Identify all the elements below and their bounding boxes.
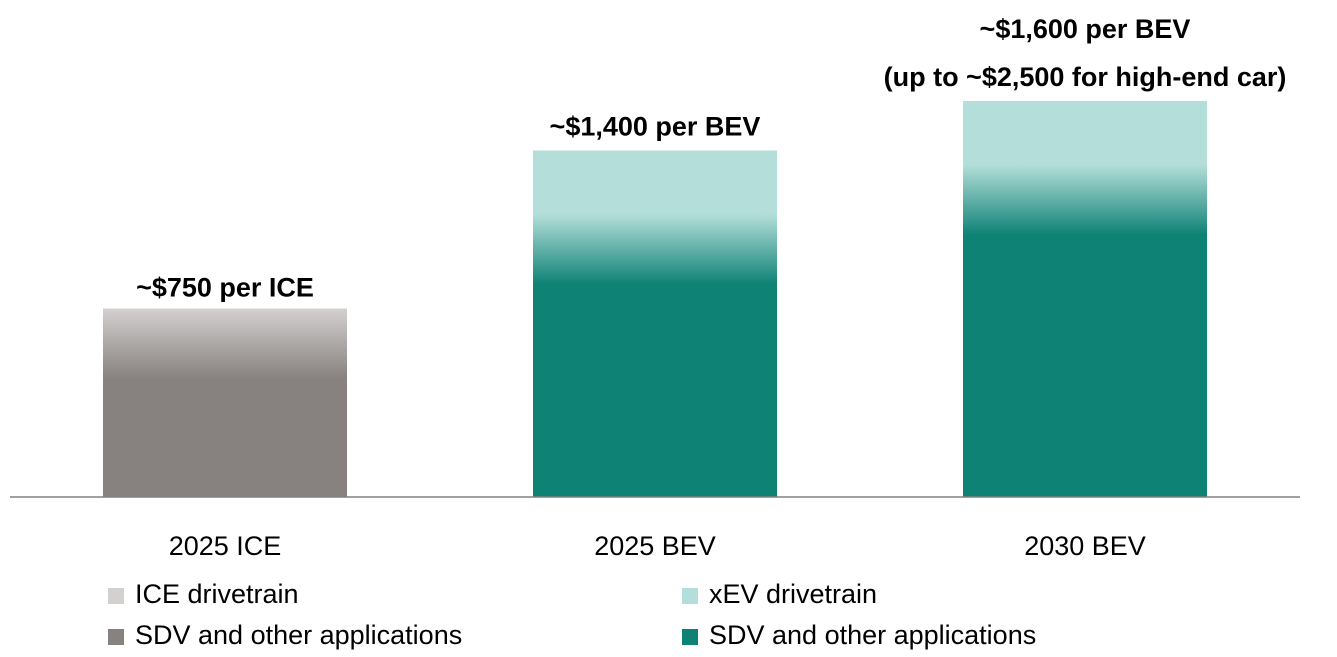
x-tick-label: 2025 ICE (169, 531, 282, 561)
bar-segment (963, 200, 1207, 497)
x-tick-label: 2030 BEV (1024, 531, 1146, 561)
legend-label: ICE drivetrain (135, 579, 299, 609)
bar-annotation: ~$1,400 per BEV (550, 112, 761, 142)
legend-label: xEV drivetrain (709, 579, 877, 609)
bar-annotation: ~$1,600 per BEV (980, 14, 1191, 44)
bar-segment (533, 249, 777, 497)
x-tick-label: 2025 BEV (594, 531, 716, 561)
bar-annotation: ~$750 per ICE (136, 273, 314, 303)
blend (963, 165, 1207, 235)
legend-swatch (108, 588, 124, 604)
blend (103, 308, 347, 379)
blend (533, 214, 777, 285)
legend-label: SDV and other applications (135, 620, 462, 650)
legend-swatch (682, 588, 698, 604)
legend-swatch (108, 629, 124, 645)
bar-annotation: (up to ~$2,500 for high-end car) (884, 62, 1287, 92)
legend-swatch (682, 629, 698, 645)
legend-label: SDV and other applications (709, 620, 1036, 650)
